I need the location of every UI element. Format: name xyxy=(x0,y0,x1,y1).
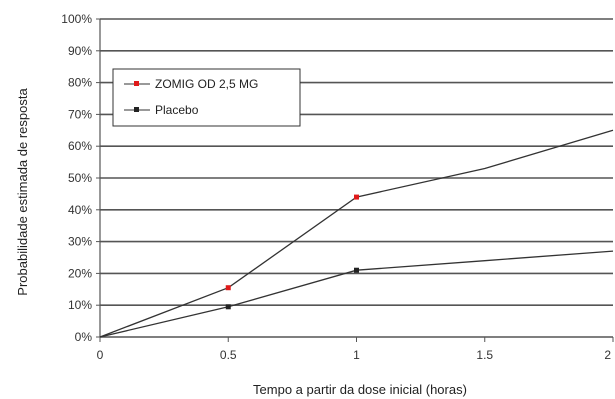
grid-layer xyxy=(100,18,613,307)
legend-label-zomig: ZOMIG OD 2,5 MG xyxy=(155,77,258,91)
y-axis-title: Probabilidade estimada de resposta xyxy=(15,88,30,296)
legend-item-placebo: Placebo xyxy=(124,103,199,117)
x-tick-label: 1 xyxy=(353,348,360,362)
tick-layer: 0% 10% 20% 30% 40% 50% 60% 70% 80% 90% 100% 0 0.5 1 1.… xyxy=(61,12,611,362)
x-tick-label: 0 xyxy=(97,348,104,362)
y-tick-label: 40% xyxy=(68,203,92,217)
legend-box xyxy=(112,68,301,127)
y-tick-label: 30% xyxy=(68,235,92,249)
series-layer xyxy=(99,129,614,338)
series-point-1 xyxy=(225,304,231,310)
legend-marker-zomig xyxy=(134,81,139,86)
legend-label-placebo: Placebo xyxy=(155,103,199,117)
y-tick-label: 90% xyxy=(68,44,92,58)
legend-marker-placebo xyxy=(134,107,139,112)
axis-layer xyxy=(96,18,614,342)
y-tick-label: 70% xyxy=(68,107,92,121)
series-point-1 xyxy=(354,267,359,273)
x-tick-label: 0.5 xyxy=(220,348,237,362)
y-tick-label: 80% xyxy=(68,76,92,90)
series-point-0 xyxy=(225,285,231,291)
legend: ZOMIG OD 2,5 MG Placebo xyxy=(112,68,301,127)
legend-item-zomig: ZOMIG OD 2,5 MG xyxy=(124,77,258,91)
x-axis-title: Tempo a partir da dose inicial (horas) xyxy=(253,382,467,397)
y-tick-label: 10% xyxy=(68,298,92,312)
y-tick-label: 60% xyxy=(68,139,92,153)
y-tick-label: 50% xyxy=(68,171,92,185)
x-tick-label: 1.5 xyxy=(476,348,493,362)
y-tick-label: 20% xyxy=(68,266,92,280)
x-tick-label: 2 xyxy=(604,348,611,362)
y-tick-label: 100% xyxy=(61,12,92,26)
series-line-1 xyxy=(99,250,614,338)
y-tick-label: 0% xyxy=(75,330,93,344)
series-point-0 xyxy=(354,194,359,200)
